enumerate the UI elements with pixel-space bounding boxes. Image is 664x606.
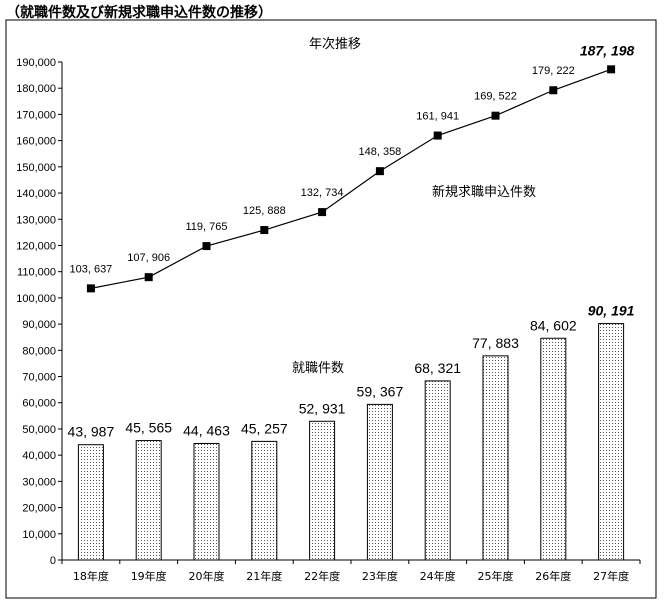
bar-data-label: 68, 321 [414,360,461,376]
bar [366,403,393,561]
line-data-label: 179, 222 [532,65,575,77]
line-marker [86,284,95,293]
line-path [90,68,612,289]
line-data-label: 148, 358 [358,146,401,158]
y-tick-label: 50,000 [22,424,56,436]
bar-series: 43, 987 45, 565 44, 463 45, 257 52, 931 59, 3… [68,303,635,561]
bar-data-label: 43, 987 [68,424,115,440]
bar-data-label: 52, 931 [299,400,346,416]
y-tick-label: 0 [50,555,56,567]
x-tick-label: 25年度 [478,569,514,583]
line-data-label: 107, 906 [127,252,170,264]
y-tick-label: 70,000 [22,372,56,384]
bar [251,440,278,561]
x-tick-label: 24年度 [420,569,456,583]
x-tick-label: 23年度 [362,569,398,583]
y-tick-label: 170,000 [16,109,56,121]
bar [482,355,509,561]
y-tick-label: 30,000 [22,476,56,488]
bar-data-label: 84, 602 [530,317,577,333]
y-tick-label: 20,000 [22,503,56,515]
line-data-label: 125, 888 [243,205,286,217]
x-tick-label: 18年度 [73,569,109,583]
chart-title: 年次推移 [309,36,361,52]
page-heading: （就職件数及び新規求職申込件数の推移） [6,5,272,21]
bar-data-label: 90, 191 [588,303,635,319]
bar [193,442,220,561]
line-marker [607,65,616,74]
line-marker [433,131,442,140]
bar-data-label: 45, 257 [241,420,288,436]
y-tick-label: 180,000 [16,83,56,95]
x-tick-label: 22年度 [304,569,340,583]
line-data-label: 103, 637 [69,263,112,275]
y-tick-label: 120,000 [16,240,56,252]
y-tick-label: 60,000 [22,398,56,410]
y-tick-label: 40,000 [22,450,56,462]
line-marker [491,111,500,120]
line-marker [318,208,327,217]
bar [598,323,625,561]
bar [77,444,104,561]
line-data-label: 187, 198 [580,42,635,58]
y-tick-label: 100,000 [16,293,56,305]
y-tick-label: 10,000 [22,529,56,541]
line-marker [549,86,558,95]
line-marker [375,167,384,176]
bar [135,440,162,561]
y-tick-label: 160,000 [16,136,56,148]
y-tick-label: 80,000 [22,345,56,357]
line-data-label: 169, 522 [474,91,517,103]
line-marker [202,242,211,251]
axes: 0 10,000 20,000 30,000 40,000 50,000 60,000 70,… [16,57,641,583]
line-data-label: 132, 734 [301,187,344,199]
x-tick-label: 27年度 [593,569,629,583]
x-tick-label: 20年度 [189,569,225,583]
bar-data-label: 77, 883 [472,335,519,351]
bar [540,337,567,561]
x-tick-label: 26年度 [535,569,571,583]
x-tick-label: 21年度 [246,569,282,583]
bar-data-label: 44, 463 [183,422,230,438]
y-tick-label: 130,000 [16,214,56,226]
y-tick-label: 190,000 [16,57,56,69]
y-tick-label: 110,000 [17,267,56,279]
line-data-label: 119, 765 [185,221,227,233]
line-marker [144,273,153,282]
y-tick-label: 90,000 [22,319,56,331]
bar [309,420,336,561]
y-tick-label: 150,000 [16,162,56,174]
line-marker [260,226,269,235]
x-tick-label: 19年度 [131,569,167,583]
line-series-label: 新規求職申込件数 [432,184,536,200]
chart-frame [5,19,657,599]
bar-series-label: 就職件数 [292,361,344,376]
bar [424,380,451,561]
y-tick-label: 140,000 [16,188,56,200]
bar-data-label: 59, 367 [357,383,404,399]
bar-data-label: 45, 565 [125,420,172,436]
line-data-label: 161, 941 [416,111,459,123]
line-series: 103, 637 107, 906 119, 765 125, 888 132, 734… [69,42,635,293]
